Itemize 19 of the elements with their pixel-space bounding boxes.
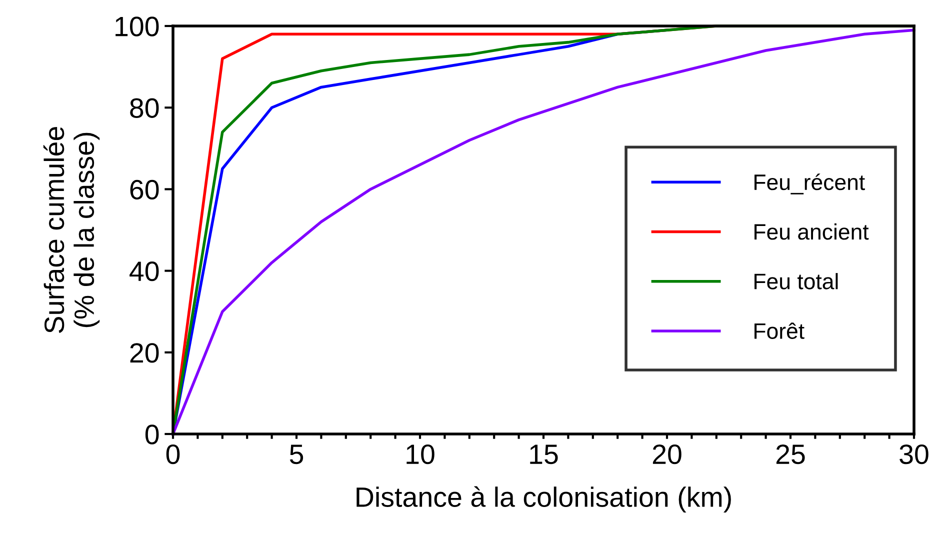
x-tick-label: 30 bbox=[900, 444, 928, 464]
legend-label: Feu_récent bbox=[754, 174, 865, 194]
y-tick-label: 20 bbox=[130, 343, 159, 363]
x-tick-label: 0 bbox=[166, 444, 180, 464]
y-tick-label: 100 bbox=[116, 16, 159, 36]
x-tick-label: 20 bbox=[652, 444, 682, 464]
y-tick-label: 0 bbox=[145, 424, 159, 444]
x-tick-label: 10 bbox=[406, 444, 434, 464]
legend-label: Feu total bbox=[754, 273, 838, 290]
x-axis-title: Distance à la colonisation (km) bbox=[356, 486, 731, 512]
y-tick-label: 80 bbox=[130, 98, 159, 118]
legend-label: Feu ancient bbox=[754, 223, 869, 240]
x-tick-label: 25 bbox=[776, 444, 805, 464]
x-tick-label: 15 bbox=[530, 444, 558, 464]
legend-label: Forêt bbox=[754, 322, 804, 339]
y-axis-title: Surface cumulée (% de la classe) bbox=[43, 127, 100, 333]
y-tick-label: 40 bbox=[130, 261, 159, 282]
y-tick-label: 60 bbox=[130, 180, 159, 200]
x-tick-label: 5 bbox=[290, 444, 304, 464]
